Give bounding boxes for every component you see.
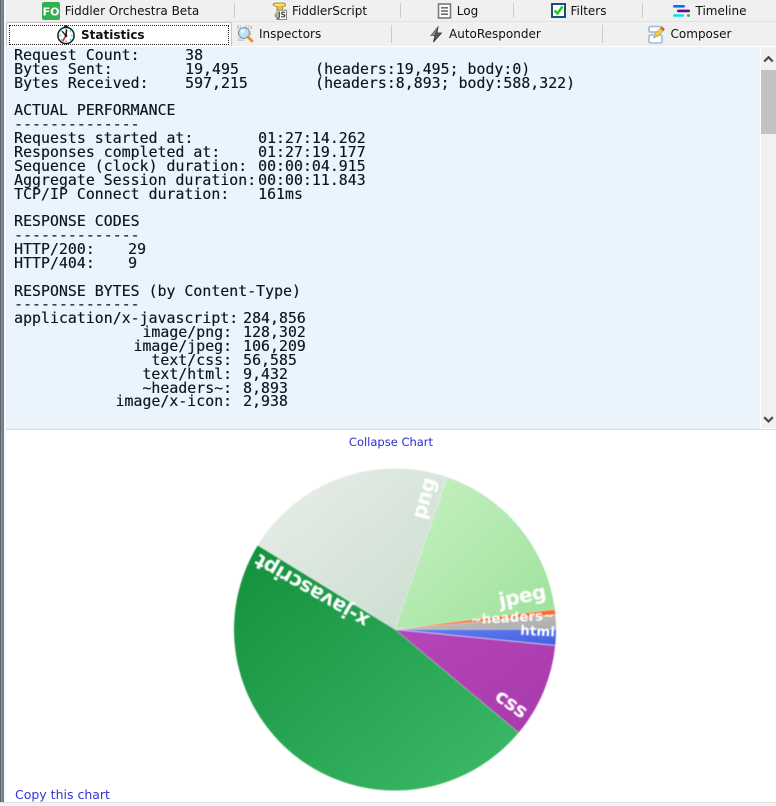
slice-boundary-line xyxy=(394,629,556,646)
autoresponder-icon xyxy=(430,25,443,42)
stats-line: Bytes Sent: 19,495 (headers:19,495; body:0… xyxy=(14,59,531,78)
tab-fiddler-orchestra[interactable]: FO Fiddler Orchestra Beta xyxy=(6,0,235,21)
stats-line: text/css: 56,585 xyxy=(151,350,297,369)
stats-line: -------------- xyxy=(14,226,140,245)
splitter-shade-mid xyxy=(1,0,4,806)
focus-rectangle xyxy=(9,25,229,45)
slice-boundary-line xyxy=(394,476,448,630)
stats-line: Aggregate Session duration: 00:00:11.843 xyxy=(14,170,366,189)
svg-text:01: 01 xyxy=(237,25,242,30)
tab-filters[interactable]: Filters xyxy=(514,0,643,21)
stats-line: -------------- xyxy=(14,115,140,134)
tab-separator xyxy=(642,3,643,18)
tab-fiddlerscript[interactable]: JS FiddlerScript xyxy=(235,0,401,21)
pie-slice-jpeg[interactable] xyxy=(395,477,555,630)
tab-timeline[interactable]: Timeline xyxy=(643,0,776,21)
statistics-text-panel[interactable]: Request Count: 38 Bytes Sent: 19,495 (header… xyxy=(6,47,760,429)
pie-slice-png[interactable] xyxy=(257,468,447,630)
fiddlerscript-icon: JS xyxy=(272,2,287,20)
tab-separator xyxy=(391,25,392,43)
chart-area: Collapse Chart png jpeg ~headers~ html css x-… xyxy=(6,429,776,802)
svg-text:010: 010 xyxy=(245,25,253,30)
slice-boundary-line xyxy=(394,609,555,630)
tab-row-top: FO Fiddler Orchestra Beta JS FiddlerScri… xyxy=(6,0,776,22)
stats-line: application/x-javascript: 284,856 xyxy=(14,309,306,328)
stats-line: Sequence (clock) duration: 00:00:04.915 xyxy=(14,156,366,175)
stats-line: text/html: 9,432 xyxy=(142,364,288,383)
stats-line: Bytes Received: 597,215 (headers:8,893; bo… xyxy=(14,73,575,92)
scrollbar-thumb[interactable] xyxy=(761,70,776,134)
scroll-up-icon[interactable] xyxy=(761,51,776,68)
tab-label: Inspectors xyxy=(259,27,322,41)
pie-slice-x-javascript[interactable] xyxy=(233,545,519,791)
slice-boundary-line xyxy=(394,629,520,733)
slice-boundary-line xyxy=(394,613,556,630)
pie-slice-~headers~[interactable] xyxy=(395,614,556,630)
svg-text:1: 1 xyxy=(249,31,252,36)
tab-log[interactable]: Log xyxy=(401,0,514,21)
stats-line: Requests started at: 01:27:14.262 xyxy=(14,129,366,148)
stats-line: HTTP/200: 29 xyxy=(14,240,146,259)
svg-text:JS: JS xyxy=(277,10,286,19)
tab-separator xyxy=(234,3,235,18)
tab-label: FiddlerScript xyxy=(291,3,368,18)
collapse-chart-link[interactable]: Collapse Chart xyxy=(348,435,434,449)
stats-line: Request Count: 38 xyxy=(14,47,203,64)
log-icon xyxy=(437,2,452,19)
fiddler-orchestra-icon: FO xyxy=(41,1,60,20)
stats-line: -------------- xyxy=(14,295,140,314)
tab-label: Statistics xyxy=(81,27,145,42)
tab-label: Fiddler Orchestra Beta xyxy=(64,3,200,18)
stats-line: TCP/IP Connect duration: 161ms xyxy=(14,184,303,203)
svg-text:FO: FO xyxy=(42,5,59,18)
tab-autoresponder[interactable]: AutoResponder xyxy=(392,22,603,46)
copy-chart-link[interactable]: Copy this chart xyxy=(15,787,110,802)
stats-line: image/x-icon: 2,938 xyxy=(115,392,288,411)
tab-separator xyxy=(602,25,603,43)
pie-slice-x-icon[interactable] xyxy=(395,609,556,630)
stats-line: Responses completed at: 01:27:19.177 xyxy=(14,143,366,162)
filters-icon xyxy=(550,3,566,18)
tab-label: Timeline xyxy=(695,3,747,18)
stats-line: image/jpeg: 106,209 xyxy=(133,337,306,356)
tab-composer[interactable]: Composer xyxy=(603,22,776,46)
timeline-icon xyxy=(673,4,691,17)
stats-line: image/png: 128,302 xyxy=(142,323,306,342)
scroll-down-icon[interactable] xyxy=(761,411,776,428)
statistics-text: Request Count: 38 Bytes Sent: 19,495 (header… xyxy=(14,47,760,411)
svg-text:101: 101 xyxy=(237,37,245,42)
tab-label: Composer xyxy=(670,27,732,41)
vertical-scrollbar[interactable] xyxy=(761,47,776,428)
slice-boundary-line xyxy=(257,544,396,630)
pie-label-html: html xyxy=(520,624,555,641)
stats-line: RESPONSE BYTES (by Content-Type) xyxy=(14,281,301,300)
statistics-icon xyxy=(57,25,75,45)
pie-slice-css[interactable] xyxy=(395,629,556,733)
tab-label: AutoResponder xyxy=(449,27,541,41)
tab-separator xyxy=(513,3,514,18)
stats-line: HTTP/404: 9 xyxy=(14,253,137,272)
splitter-shade-light xyxy=(4,0,6,806)
stats-line: ACTUAL PERFORMANCE xyxy=(14,101,176,120)
bottom-strip xyxy=(0,802,776,806)
pie-label-~headers~: ~headers~ xyxy=(470,609,555,629)
tab-statistics[interactable]: Statistics xyxy=(6,22,232,46)
tab-label: Log xyxy=(456,3,479,18)
tab-separator xyxy=(400,3,401,18)
composer-icon xyxy=(647,25,665,44)
stats-line: ~headers~: 8,893 xyxy=(142,378,288,397)
stats-line: RESPONSE CODES xyxy=(14,212,140,231)
splitter-shade-dark xyxy=(0,0,1,806)
panel-splitter[interactable] xyxy=(0,0,6,806)
tab-label: Filters xyxy=(570,3,607,18)
